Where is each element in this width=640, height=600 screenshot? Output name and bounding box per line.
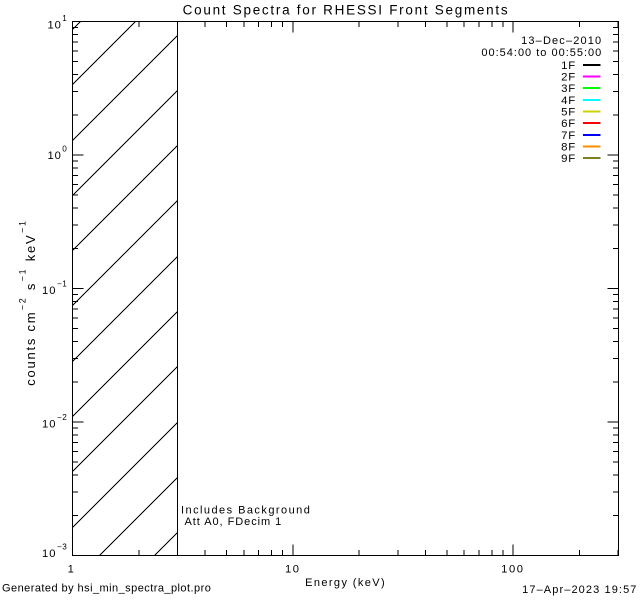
svg-text:0: 0	[62, 145, 67, 154]
svg-text:13–Dec–2010: 13–Dec–2010	[521, 35, 602, 47]
svg-text:5F: 5F	[561, 106, 576, 118]
svg-text:10: 10	[42, 285, 56, 297]
svg-text:−1: −1	[57, 280, 67, 289]
svg-text:7F: 7F	[561, 130, 576, 142]
svg-text:1: 1	[68, 563, 76, 575]
svg-text:Count Spectra for RHESSI Front: Count Spectra for RHESSI Front Segments	[183, 2, 510, 17]
svg-text:10: 10	[42, 548, 56, 560]
svg-text:Att A0, FDecim 1: Att A0, FDecim 1	[185, 516, 283, 528]
svg-text:17–Apr–2023 19:57: 17–Apr–2023 19:57	[522, 584, 637, 596]
svg-text:2F: 2F	[561, 72, 576, 84]
svg-text:10: 10	[47, 20, 61, 32]
svg-text:−2: −2	[57, 413, 67, 422]
svg-text:1: 1	[62, 14, 67, 23]
svg-text:Energy (keV): Energy (keV)	[305, 577, 386, 589]
svg-text:Generated by hsi_min_spectra_p: Generated by hsi_min_spectra_plot.pro	[2, 583, 211, 595]
svg-text:4F: 4F	[561, 95, 576, 107]
svg-text:9F: 9F	[561, 153, 576, 165]
svg-text:10: 10	[285, 563, 301, 575]
svg-text:3F: 3F	[561, 83, 576, 95]
svg-text:1F: 1F	[561, 60, 576, 72]
svg-text:00:54:00 to 00:55:00: 00:54:00 to 00:55:00	[481, 47, 602, 59]
svg-text:10: 10	[42, 419, 56, 431]
svg-text:6F: 6F	[561, 118, 576, 130]
svg-text:100: 100	[501, 563, 524, 575]
svg-text:8F: 8F	[561, 141, 576, 153]
svg-text:−3: −3	[57, 543, 67, 552]
svg-text:10: 10	[47, 150, 61, 162]
svg-text:Includes Background: Includes Background	[181, 505, 311, 517]
